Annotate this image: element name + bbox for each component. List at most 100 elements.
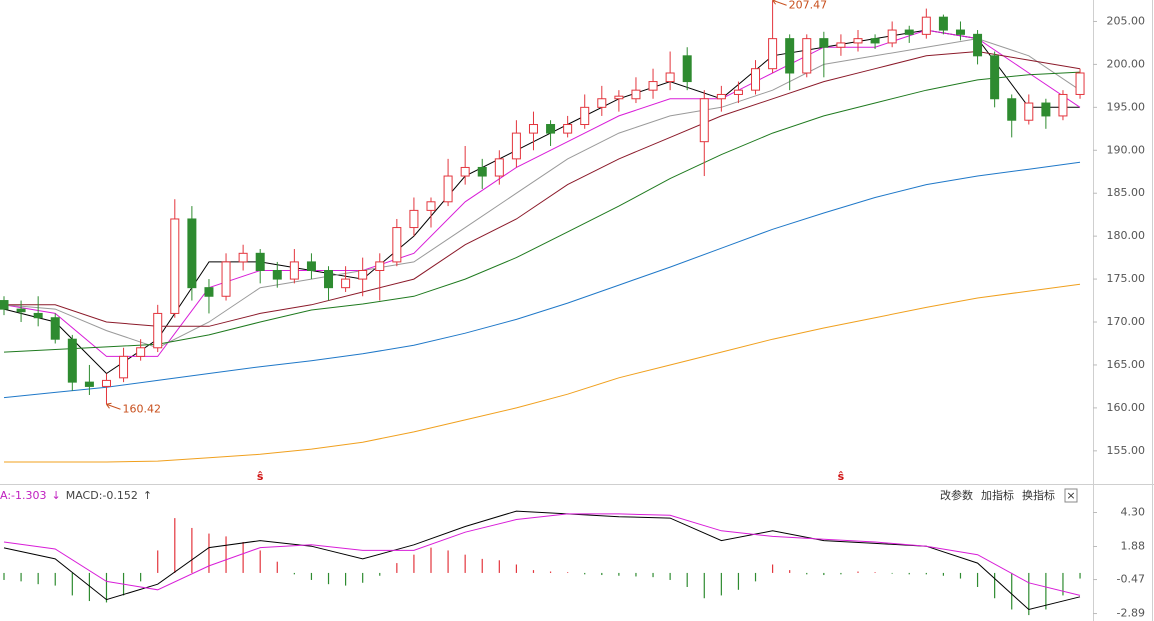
candle-body — [1041, 102, 1051, 117]
y-tick-label: 195.00 — [1107, 100, 1146, 113]
indicator-legend: A:-1.303 ↓ MACD:-0.152 ↑ — [0, 489, 152, 502]
candle-body — [528, 124, 538, 134]
candle-body — [785, 38, 795, 74]
candle-body — [597, 98, 607, 108]
legend-item: ↑ — [143, 489, 152, 502]
moving-average-line — [3, 29, 1080, 375]
candle-body — [375, 261, 385, 271]
candle-body — [563, 124, 573, 134]
macd-line — [3, 510, 1081, 611]
close-box — [1064, 488, 1078, 503]
candle-body — [716, 93, 726, 100]
candle-body — [921, 16, 931, 35]
candle-body — [733, 89, 743, 95]
candle-body — [238, 252, 248, 263]
moving-average-line — [4, 283, 1081, 463]
moving-average-line — [3, 29, 1081, 357]
candle-body — [84, 381, 94, 387]
y-tick-label: 185.00 — [1107, 186, 1146, 199]
candle-body — [204, 287, 214, 297]
candle-body — [990, 55, 1000, 100]
candle-body — [119, 355, 129, 379]
y-tick-label: 175.00 — [1107, 272, 1146, 285]
candle-body — [255, 252, 265, 271]
candle-body — [272, 269, 282, 280]
moving-average-line — [3, 71, 1081, 353]
candle-body — [289, 261, 299, 280]
candle-body — [1024, 102, 1034, 121]
toolbar-button[interactable]: 加指标 — [981, 488, 1014, 502]
candle-body — [631, 89, 641, 100]
candle-body — [392, 227, 402, 263]
candle-body — [870, 38, 880, 44]
y-tick-label: 160.00 — [1107, 401, 1146, 414]
macd-line — [3, 513, 1081, 596]
candle-body — [648, 81, 658, 91]
candle-body — [904, 29, 914, 35]
close-button[interactable]: × — [1066, 489, 1075, 502]
candle-body — [938, 16, 948, 31]
moving-average-line — [3, 38, 1081, 349]
y-tick-label: 165.00 — [1107, 358, 1146, 371]
candle-body — [170, 218, 180, 314]
candle-body — [153, 312, 163, 349]
y-tick-label: 180.00 — [1107, 229, 1146, 242]
candle-body — [101, 379, 111, 387]
y-tick-label: 200.00 — [1107, 57, 1146, 70]
y-tick-label: -2.89 — [1117, 607, 1145, 620]
y-tick-label: -0.47 — [1117, 573, 1145, 586]
candle-body — [136, 347, 146, 357]
y-tick-label: 155.00 — [1107, 444, 1146, 457]
candle-body — [1007, 98, 1017, 121]
candle-body — [324, 269, 334, 289]
candle-body — [1058, 93, 1068, 117]
annotation-arrow — [772, 0, 787, 6]
signal-marker: ŝ — [838, 470, 845, 483]
y-tick-label: 4.30 — [1121, 505, 1146, 518]
candle-body — [751, 68, 761, 91]
candle-body — [460, 166, 470, 177]
candle-body — [426, 201, 436, 211]
annotation-label: 160.42 — [122, 402, 161, 415]
moving-average-line — [3, 161, 1081, 399]
candle-body — [580, 106, 590, 126]
candle-body — [306, 261, 316, 271]
y-tick-label: 1.88 — [1121, 540, 1146, 553]
candle-body — [819, 38, 829, 48]
candle-body — [1075, 72, 1085, 95]
candle-body — [187, 218, 197, 289]
candle-body — [682, 55, 692, 83]
candle-body — [477, 166, 487, 177]
signal-marker: ŝ — [257, 470, 264, 483]
candle-body — [67, 338, 77, 383]
candle-body — [614, 95, 624, 100]
candle-body — [836, 42, 846, 48]
candle-body — [973, 33, 983, 57]
candle-body — [50, 317, 60, 340]
candle-body — [955, 29, 965, 35]
legend-item: ↓ — [52, 489, 61, 502]
candle-body — [802, 38, 812, 74]
candle-body — [443, 175, 453, 203]
y-tick-label: 170.00 — [1107, 315, 1146, 328]
candle-body — [358, 269, 368, 280]
candle-body — [221, 261, 231, 297]
legend-item: A:-1.303 — [0, 489, 47, 502]
y-tick-label: 205.00 — [1107, 14, 1146, 27]
candle-body — [511, 132, 521, 160]
candle-body — [665, 72, 675, 83]
candle-body — [699, 98, 709, 143]
annotation-label: 207.47 — [789, 0, 828, 11]
candle-body — [341, 278, 351, 289]
candle-body — [409, 209, 419, 229]
candle-body — [16, 308, 26, 313]
moving-average-line — [4, 50, 1081, 327]
candle-body — [0, 300, 9, 310]
candle-body — [33, 312, 43, 319]
candle-body — [887, 29, 897, 44]
candle-body — [853, 38, 863, 44]
toolbar-button[interactable]: 改参数 — [940, 488, 973, 502]
toolbar-button[interactable]: 换指标 — [1022, 488, 1055, 502]
annotation-arrow — [106, 402, 121, 410]
